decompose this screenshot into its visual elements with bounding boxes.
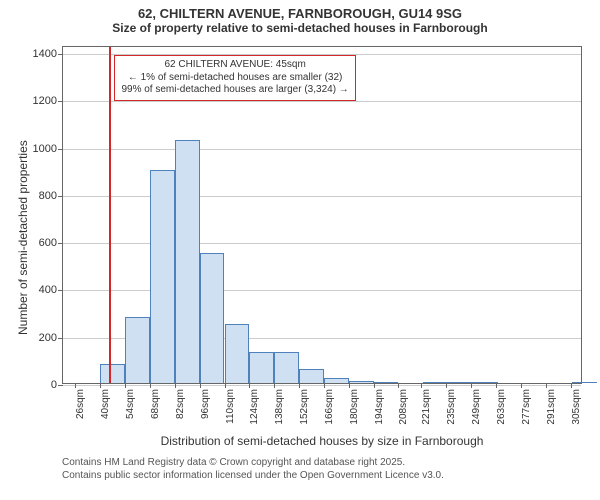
y-tick-label: 1200 <box>33 95 57 107</box>
x-tick-label: 96sqm <box>200 389 211 419</box>
annotation-line: ← 1% of semi-detached houses are smaller… <box>121 72 348 85</box>
y-tick-label: 0 <box>51 379 57 391</box>
y-gridline <box>63 290 581 291</box>
histogram-bar <box>324 378 349 383</box>
histogram-bar <box>374 382 399 383</box>
x-tick-label: 180sqm <box>349 389 360 425</box>
property-marker-line <box>109 47 111 383</box>
y-tick-mark <box>58 54 63 55</box>
x-tick-label: 82sqm <box>175 389 186 419</box>
x-tick-label: 221sqm <box>421 389 432 425</box>
annotation-line: 99% of semi-detached houses are larger (… <box>121 84 348 97</box>
x-tick-mark <box>374 383 375 388</box>
histogram-bar <box>473 382 498 383</box>
x-tick-mark <box>125 383 126 388</box>
histogram-bar <box>125 317 150 383</box>
x-tick-label: 152sqm <box>299 389 310 425</box>
y-gridline <box>63 243 581 244</box>
x-tick-label: 277sqm <box>521 389 532 425</box>
x-tick-mark <box>150 383 151 388</box>
x-tick-label: 124sqm <box>249 389 260 425</box>
x-tick-mark <box>274 383 275 388</box>
x-tick-label: 305sqm <box>571 389 582 425</box>
x-tick-mark <box>496 383 497 388</box>
y-tick-mark <box>58 290 63 291</box>
x-tick-label: 26sqm <box>75 389 86 419</box>
y-tick-mark <box>58 149 63 150</box>
plot-area: 020040060080010001200140026sqm40sqm54sqm… <box>62 46 582 384</box>
histogram-bar <box>100 364 125 383</box>
histogram-bar <box>299 369 324 383</box>
x-tick-mark <box>471 383 472 388</box>
histogram-bar <box>448 382 473 383</box>
annotation-line: 62 CHILTERN AVENUE: 45sqm <box>121 59 348 72</box>
y-tick-label: 1400 <box>33 48 57 60</box>
x-tick-label: 166sqm <box>324 389 335 425</box>
y-tick-mark <box>58 101 63 102</box>
x-tick-label: 235sqm <box>446 389 457 425</box>
y-tick-label: 600 <box>39 237 57 249</box>
y-tick-mark <box>58 338 63 339</box>
footer-line-1: Contains HM Land Registry data © Crown c… <box>62 456 444 469</box>
chart-title: 62, CHILTERN AVENUE, FARNBOROUGH, GU14 9… <box>0 0 600 21</box>
x-tick-mark <box>324 383 325 388</box>
y-tick-mark <box>58 196 63 197</box>
x-tick-mark <box>571 383 572 388</box>
x-tick-mark <box>175 383 176 388</box>
footer-line-2: Contains public sector information licen… <box>62 469 444 482</box>
x-tick-label: 138sqm <box>274 389 285 425</box>
x-tick-mark <box>446 383 447 388</box>
x-tick-mark <box>421 383 422 388</box>
x-tick-label: 208sqm <box>398 389 409 425</box>
x-axis-label: Distribution of semi-detached houses by … <box>62 434 582 448</box>
annotation-box: 62 CHILTERN AVENUE: 45sqm← 1% of semi-de… <box>114 55 355 101</box>
histogram-bar <box>349 381 374 383</box>
x-tick-mark <box>546 383 547 388</box>
x-tick-label: 40sqm <box>100 389 111 419</box>
x-tick-label: 110sqm <box>225 389 236 424</box>
y-gridline <box>63 196 581 197</box>
x-tick-label: 291sqm <box>546 389 557 425</box>
y-gridline <box>63 101 581 102</box>
histogram-bar <box>200 253 225 383</box>
x-tick-label: 249sqm <box>471 389 482 425</box>
x-tick-mark <box>398 383 399 388</box>
x-tick-mark <box>249 383 250 388</box>
histogram-bar <box>150 170 175 383</box>
y-tick-label: 400 <box>39 284 57 296</box>
y-gridline <box>63 149 581 150</box>
y-tick-label: 800 <box>39 190 57 202</box>
y-tick-mark <box>58 385 63 386</box>
y-tick-mark <box>58 243 63 244</box>
x-tick-label: 68sqm <box>150 389 161 419</box>
chart-subtitle: Size of property relative to semi-detach… <box>0 21 600 39</box>
x-tick-mark <box>521 383 522 388</box>
footer-attribution: Contains HM Land Registry data © Crown c… <box>62 456 444 482</box>
x-tick-mark <box>75 383 76 388</box>
x-tick-label: 54sqm <box>125 389 136 419</box>
histogram-bar <box>423 382 448 383</box>
y-tick-label: 200 <box>39 332 57 344</box>
histogram-bar <box>225 324 250 383</box>
histogram-bar <box>175 140 200 383</box>
histogram-bar <box>572 382 597 383</box>
x-tick-mark <box>100 383 101 388</box>
x-tick-mark <box>225 383 226 388</box>
x-tick-label: 194sqm <box>374 389 385 425</box>
histogram-bar <box>249 352 274 383</box>
x-tick-mark <box>200 383 201 388</box>
x-tick-mark <box>299 383 300 388</box>
histogram-bar <box>274 352 299 383</box>
y-tick-label: 1000 <box>33 143 57 155</box>
x-tick-label: 263sqm <box>496 389 507 425</box>
y-gridline <box>63 385 581 386</box>
y-axis-label: Number of semi-detached properties <box>16 140 30 335</box>
x-tick-mark <box>349 383 350 388</box>
